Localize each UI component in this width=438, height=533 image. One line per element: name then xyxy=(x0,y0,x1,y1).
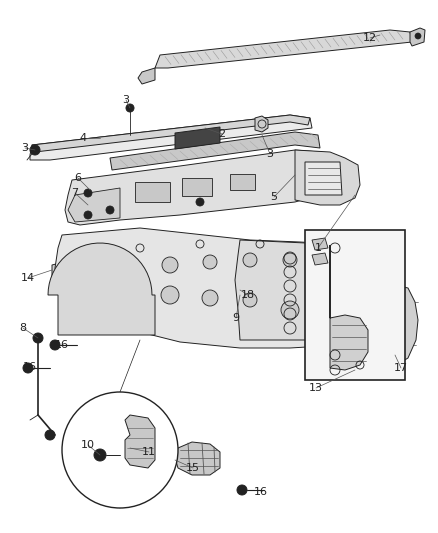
Text: 14: 14 xyxy=(21,273,35,283)
Polygon shape xyxy=(110,132,320,170)
Text: 7: 7 xyxy=(71,188,78,198)
Text: 9: 9 xyxy=(233,313,240,323)
Circle shape xyxy=(23,363,33,373)
Circle shape xyxy=(45,430,55,440)
Polygon shape xyxy=(175,127,220,149)
Polygon shape xyxy=(295,150,360,205)
Circle shape xyxy=(62,392,178,508)
Polygon shape xyxy=(175,442,220,475)
Text: 16: 16 xyxy=(254,487,268,497)
Text: 4: 4 xyxy=(79,133,87,143)
Circle shape xyxy=(106,206,114,214)
Polygon shape xyxy=(155,30,412,68)
Text: 5: 5 xyxy=(271,192,278,202)
Circle shape xyxy=(415,33,421,39)
Text: 18: 18 xyxy=(241,290,255,300)
Text: 3: 3 xyxy=(21,143,28,153)
Circle shape xyxy=(203,255,217,269)
Polygon shape xyxy=(138,68,155,84)
Polygon shape xyxy=(52,260,90,280)
Polygon shape xyxy=(55,228,358,348)
Polygon shape xyxy=(125,415,155,468)
Polygon shape xyxy=(410,28,425,46)
Circle shape xyxy=(322,304,338,320)
Circle shape xyxy=(126,104,134,112)
Circle shape xyxy=(84,211,92,219)
Polygon shape xyxy=(305,230,405,380)
Text: 16: 16 xyxy=(23,362,37,372)
Polygon shape xyxy=(135,182,170,202)
Text: 17: 17 xyxy=(394,363,408,373)
Circle shape xyxy=(33,333,43,343)
Text: 15: 15 xyxy=(186,463,200,473)
Polygon shape xyxy=(65,150,335,225)
Text: 3: 3 xyxy=(123,95,130,105)
Polygon shape xyxy=(312,238,328,250)
Circle shape xyxy=(243,253,257,267)
Text: 10: 10 xyxy=(81,440,95,450)
Polygon shape xyxy=(30,115,312,160)
Polygon shape xyxy=(330,245,368,370)
Polygon shape xyxy=(312,253,328,265)
Polygon shape xyxy=(230,174,255,190)
Polygon shape xyxy=(376,285,418,366)
Text: 1: 1 xyxy=(314,243,321,253)
Polygon shape xyxy=(255,116,268,132)
Circle shape xyxy=(30,145,40,155)
Circle shape xyxy=(162,257,178,273)
Circle shape xyxy=(237,485,247,495)
Polygon shape xyxy=(235,240,358,340)
Circle shape xyxy=(243,293,257,307)
Circle shape xyxy=(50,340,60,350)
Circle shape xyxy=(84,189,92,197)
Text: 6: 6 xyxy=(74,173,81,183)
Circle shape xyxy=(196,198,204,206)
Circle shape xyxy=(202,290,218,306)
Text: 12: 12 xyxy=(363,33,377,43)
Polygon shape xyxy=(305,162,342,195)
Text: 3: 3 xyxy=(266,149,273,159)
Polygon shape xyxy=(68,188,120,222)
Text: 16: 16 xyxy=(55,340,69,350)
Circle shape xyxy=(94,449,106,461)
Circle shape xyxy=(281,301,299,319)
Text: 13: 13 xyxy=(309,383,323,393)
Text: 2: 2 xyxy=(219,129,226,139)
Polygon shape xyxy=(182,178,212,196)
Circle shape xyxy=(283,253,297,267)
Polygon shape xyxy=(48,243,155,335)
Circle shape xyxy=(161,286,179,304)
Text: 8: 8 xyxy=(19,323,27,333)
Text: 11: 11 xyxy=(142,447,156,457)
Polygon shape xyxy=(32,115,310,152)
